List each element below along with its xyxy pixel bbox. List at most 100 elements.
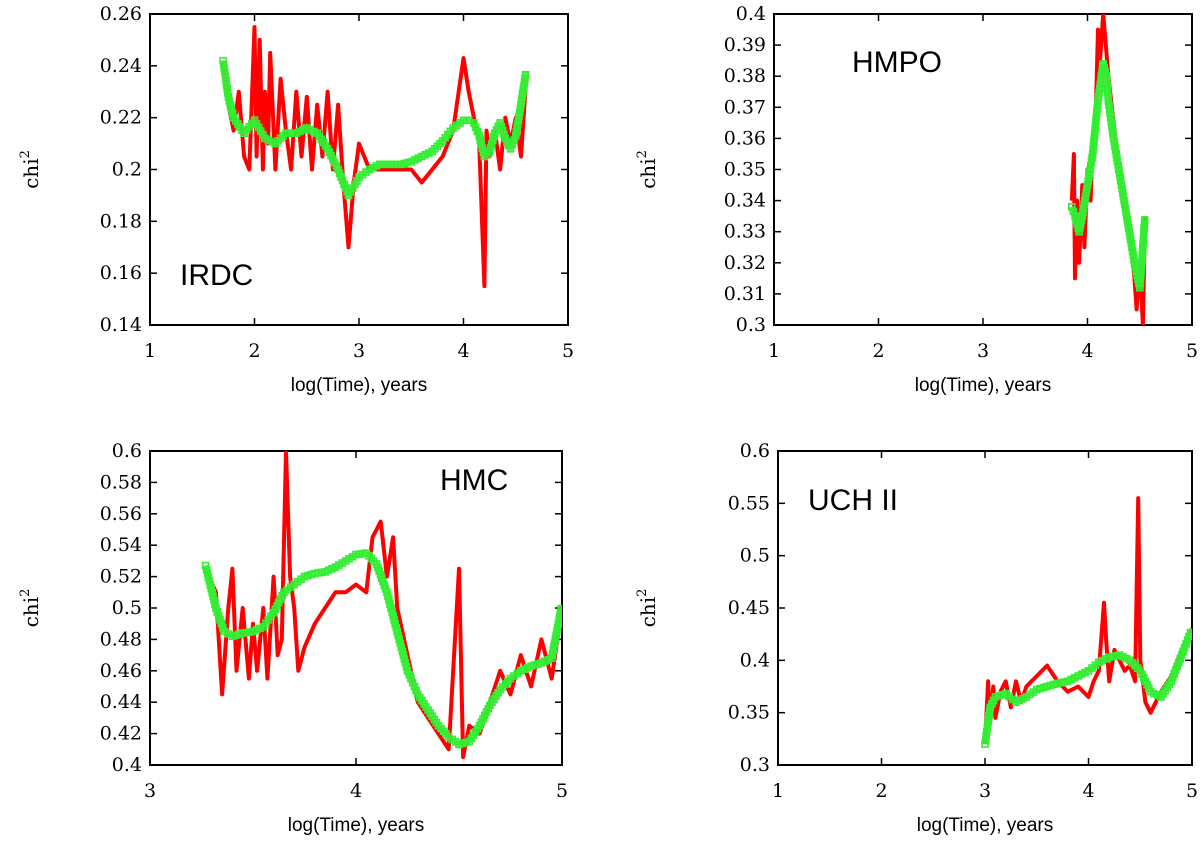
series-point-green xyxy=(209,592,217,601)
series-point-green xyxy=(1109,134,1118,143)
series-point-green xyxy=(397,643,406,652)
series-point-green xyxy=(1102,72,1111,80)
series-point-green xyxy=(1120,196,1128,205)
y-tick-label: 0.37 xyxy=(724,96,766,118)
y-axis-label-sup: 2 xyxy=(18,150,33,158)
panel-3: 0.3 0.35 0.4 0.45 0.5 0.55 0.6 1 2 3 4 5 log(Time), … xyxy=(635,440,1198,836)
x-axis-label: log(Time), years xyxy=(291,375,428,396)
series-point-green xyxy=(1136,283,1144,292)
y-tick-label: 0.42 xyxy=(100,723,142,745)
series-point-green xyxy=(388,608,396,616)
series-point-green xyxy=(400,655,409,663)
series-point-green xyxy=(1093,101,1102,109)
series-point-green xyxy=(1089,142,1098,150)
series-point-green xyxy=(1106,113,1115,122)
series-point-green xyxy=(1079,204,1088,213)
series-point-green xyxy=(1077,216,1086,224)
series-point-green xyxy=(1105,101,1113,109)
series-point-green xyxy=(1108,122,1116,130)
series-point-green xyxy=(1116,173,1124,182)
series-point-green xyxy=(391,619,399,628)
series-point-green xyxy=(1185,632,1192,641)
panel-0: 0.14 0.16 0.18 0.2 0.22 0.24 0.26 1 2 3 4 5 log(Time… xyxy=(18,3,574,396)
series-point-green xyxy=(1081,196,1089,205)
series-point-green xyxy=(223,85,231,93)
y-tick-label: 0.3 xyxy=(740,754,770,776)
series-point-green xyxy=(1090,133,1099,142)
series-point-green xyxy=(1109,130,1117,139)
x-tick-label: 3 xyxy=(979,780,991,802)
series-point-green xyxy=(227,105,236,114)
series-point-green xyxy=(1119,189,1127,197)
y-tick-label: 0.16 xyxy=(100,262,142,284)
series-point-green xyxy=(402,663,411,671)
y-axis-label-base: chi xyxy=(636,158,660,188)
series-point-green xyxy=(394,631,403,640)
series-point-green xyxy=(213,608,222,616)
y-tick-label: 0.56 xyxy=(100,503,142,525)
series-point-green xyxy=(476,136,485,144)
series-point-green xyxy=(1071,212,1079,220)
series-point-green xyxy=(515,108,524,117)
series-point-green xyxy=(1112,150,1120,158)
plot-frame xyxy=(773,13,1193,326)
x-tick-label: 2 xyxy=(248,340,260,362)
panel-label: HMC xyxy=(440,464,508,497)
series-point-green xyxy=(1094,93,1103,101)
series-point-green xyxy=(1076,224,1084,232)
y-tick-label: 0.18 xyxy=(100,210,142,232)
series-point-green xyxy=(1111,142,1119,150)
series-point-green xyxy=(222,81,231,89)
series-point-green xyxy=(407,674,415,683)
series-point-green xyxy=(1106,109,1114,118)
x-tick-label: 5 xyxy=(556,780,568,802)
series-point-green xyxy=(1124,220,1132,228)
series-point-green xyxy=(1087,161,1095,170)
series-point-green xyxy=(225,97,234,105)
series-point-green xyxy=(1115,165,1123,174)
series-point-green xyxy=(1110,138,1119,147)
series-line-red xyxy=(983,496,1192,745)
series-point-green xyxy=(221,73,230,81)
x-tick-label: 2 xyxy=(875,780,887,802)
series-point-green xyxy=(1091,121,1100,130)
x-tick-label: 3 xyxy=(144,780,156,802)
y-tick-label: 0.38 xyxy=(724,65,766,87)
series-point-green xyxy=(1137,271,1145,280)
series-point-green xyxy=(1092,113,1101,122)
series-point-green xyxy=(1128,247,1137,255)
series-point-green xyxy=(211,600,219,608)
series-point-green xyxy=(1078,212,1087,220)
series-1 xyxy=(981,627,1192,748)
x-tick-label: 4 xyxy=(457,340,469,362)
series-point-green xyxy=(512,128,521,136)
series-point-green xyxy=(1085,173,1093,182)
series-point-green xyxy=(1115,169,1124,178)
series-point-green xyxy=(1092,117,1100,126)
series-point-green xyxy=(1139,239,1147,248)
series-point-green xyxy=(1138,258,1146,267)
series-point-green xyxy=(399,651,408,659)
series-point-green xyxy=(554,620,562,628)
series-point-green xyxy=(473,127,482,136)
series-point-green xyxy=(405,670,414,679)
series-point-green xyxy=(1103,89,1112,97)
series-point-green xyxy=(390,615,398,624)
series-point-green xyxy=(1140,227,1148,236)
x-tick-label: 5 xyxy=(562,340,574,362)
series-point-green xyxy=(1182,640,1190,648)
series-point-green xyxy=(220,64,229,73)
y-axis-label-base: chi xyxy=(19,597,43,627)
series-point-green xyxy=(224,93,233,101)
x-tick-label: 5 xyxy=(1186,340,1198,362)
series-point-green xyxy=(1111,146,1120,154)
series-0 xyxy=(983,496,1192,745)
series-point-green xyxy=(410,682,419,691)
series-point-green xyxy=(217,619,226,628)
panel-label: IRDC xyxy=(180,259,253,292)
x-tick-label: 1 xyxy=(772,780,784,802)
series-point-green xyxy=(1137,263,1146,271)
y-tick-label: 0.6 xyxy=(740,440,770,462)
y-tick-label: 0.4 xyxy=(112,754,142,776)
series-point-green xyxy=(1081,192,1090,201)
